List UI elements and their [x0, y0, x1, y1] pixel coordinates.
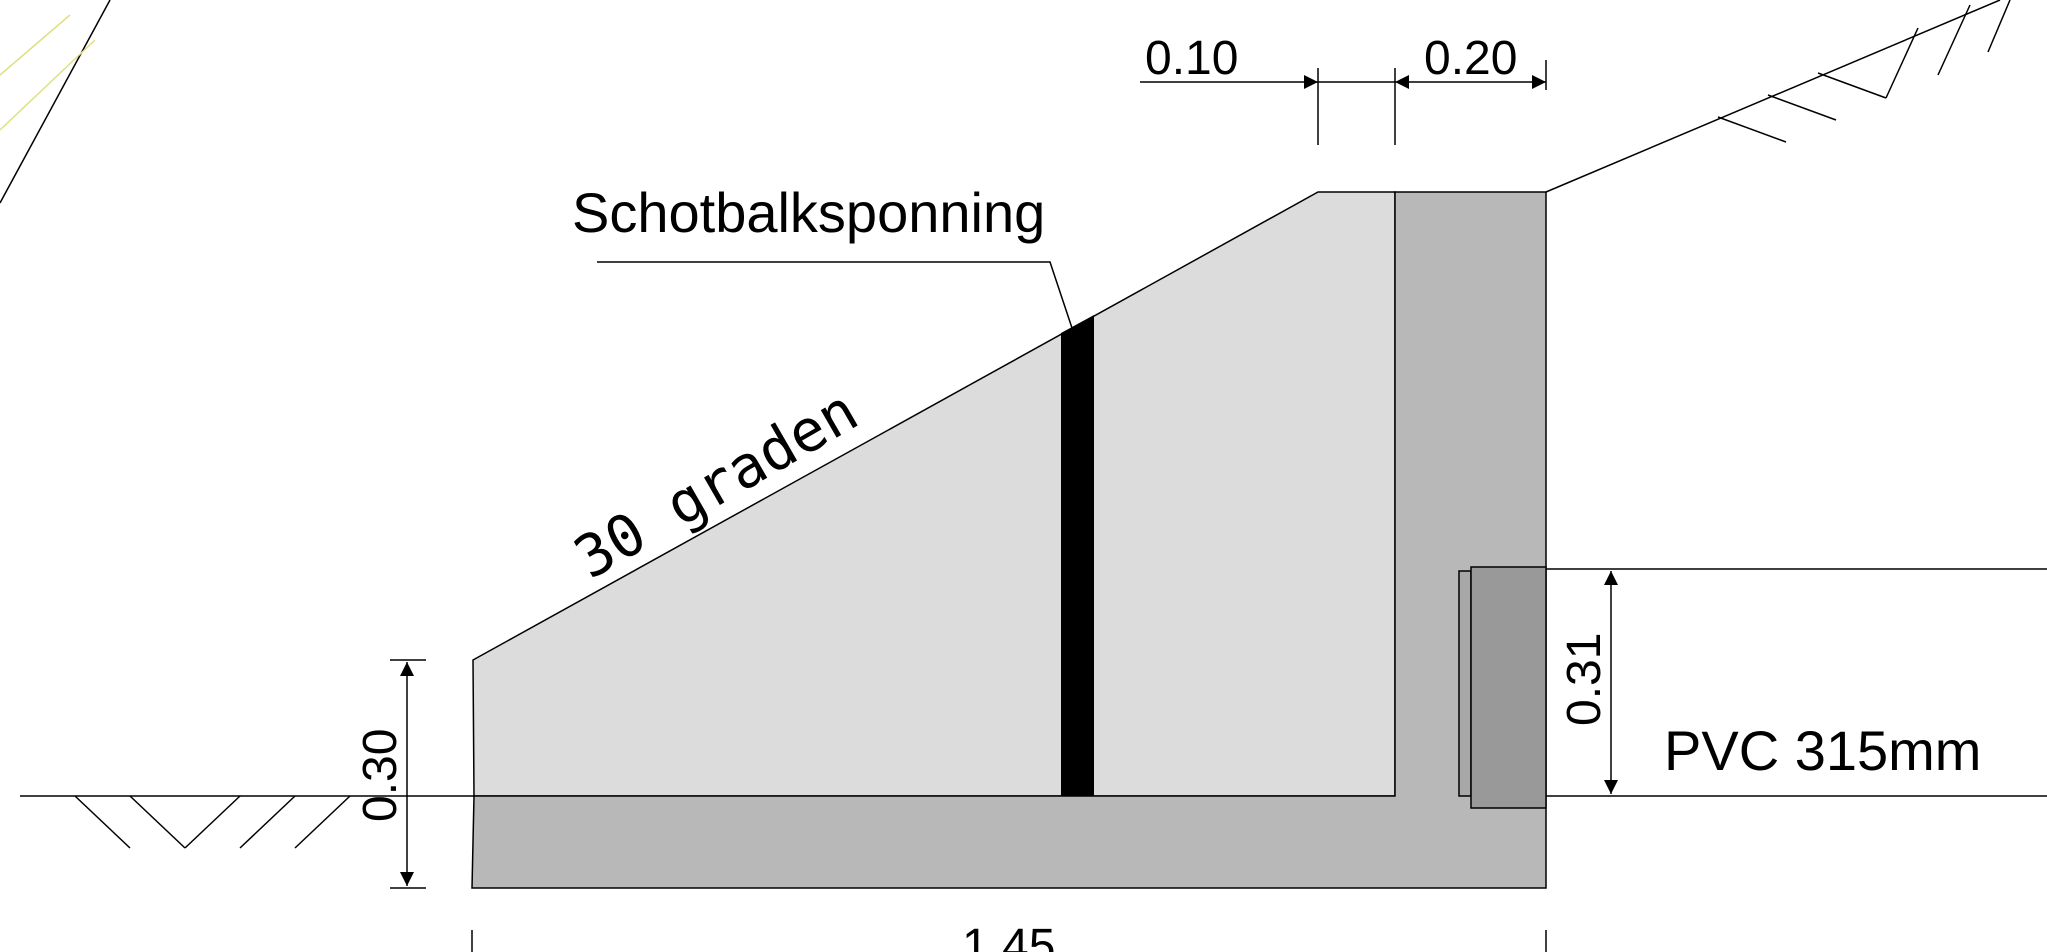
ground-line [20, 795, 474, 849]
dimension-wall-height [390, 659, 426, 889]
label-schotbalksponning: Schotbalksponning [572, 181, 1045, 244]
dimension-width [471, 930, 1547, 952]
dim-label-wall-height: 0.30 [354, 729, 407, 822]
corner-sketch-lines [0, 0, 111, 204]
dimension-top [1140, 60, 1547, 145]
leader-line [597, 261, 1073, 329]
stoplog-groove [1061, 315, 1094, 796]
embankment-line [1545, 0, 2011, 193]
pvc-pipe-flange [1458, 570, 1472, 797]
dim-label-pipe-height: 0.31 [1558, 633, 1611, 726]
dim-label-width: 1.45 [962, 920, 1055, 952]
concrete-wedge [472, 191, 1396, 797]
dim-label-top-left: 0.10 [1145, 32, 1238, 85]
label-pvc: PVC 315mm [1664, 719, 1981, 782]
pvc-pipe [1470, 566, 1547, 809]
dim-label-top-right: 0.20 [1424, 32, 1517, 85]
concrete-wall-and-base [471, 191, 1547, 889]
